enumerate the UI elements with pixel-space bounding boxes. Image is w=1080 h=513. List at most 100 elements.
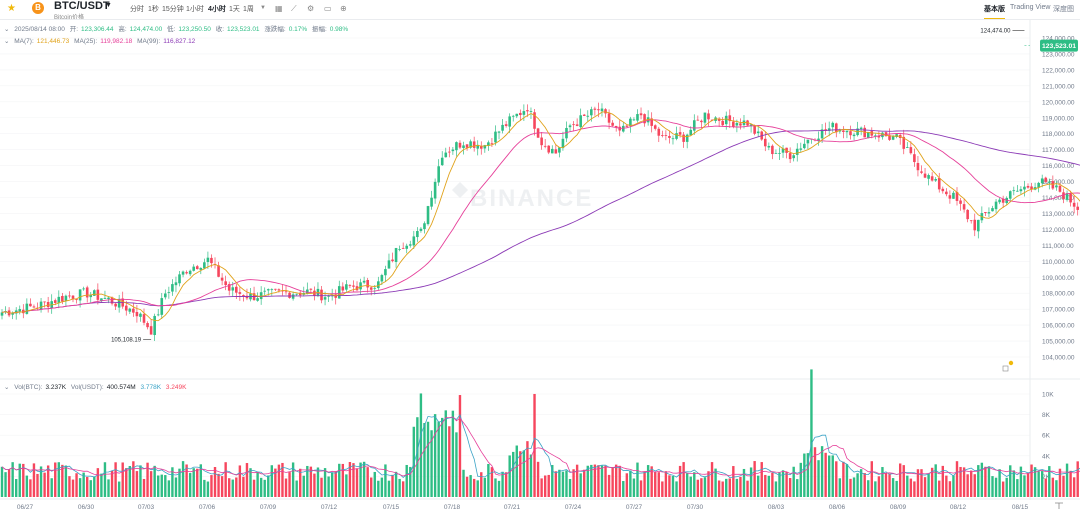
candle-body [586, 115, 590, 117]
candle-body [117, 298, 121, 308]
candle-body [966, 209, 969, 220]
volume-bars [0, 369, 1079, 497]
volume-bar [977, 465, 980, 497]
candle-body [888, 135, 891, 140]
volume-bar [693, 472, 696, 497]
ma-info-line: ⌄ MA(7): 121,446.73 MA(25): 119,982.18 MA(… [4, 37, 198, 45]
volume-bar [650, 466, 653, 497]
candle-body [490, 143, 494, 145]
symbol-subtitle[interactable]: Bitcoin价格 [54, 15, 85, 21]
price-tick-label: 106,000.00 [1042, 323, 1075, 330]
volume-bar [938, 480, 941, 497]
volume-bar [465, 476, 469, 497]
symbol-title[interactable]: BTC/USDT [54, 0, 110, 12]
volume-bar [817, 460, 820, 497]
volume-bar [444, 410, 447, 497]
date-tick-label: 07/27 [626, 504, 643, 511]
candle-body [1012, 190, 1016, 192]
tab-timeframe-15m[interactable]: 15分钟 [162, 6, 184, 13]
candle-body [916, 162, 920, 171]
tab-tradingview[interactable]: Trading View [1010, 4, 1051, 11]
volume-bar [1069, 470, 1072, 497]
tab-basic[interactable]: 基本版 [984, 6, 1005, 19]
indicator-icon[interactable]: ▦ [275, 4, 283, 13]
vol-collapse-chevron-icon[interactable]: ⌄ [4, 384, 10, 391]
candle-body [494, 131, 497, 143]
candle-body [629, 118, 632, 127]
candle-body [75, 299, 78, 301]
volume-bar [387, 480, 391, 497]
volume-ma10-line [1, 416, 1080, 477]
tab-timeframe-4h[interactable]: 4小时 [208, 6, 226, 13]
volume-bar [401, 481, 405, 497]
volume-bar [764, 474, 767, 497]
volume-bar [700, 478, 703, 497]
volume-bar [377, 480, 380, 497]
volume-bar [831, 455, 834, 497]
candle-body [437, 166, 440, 183]
timeframe-more-chevron-icon[interactable]: ▼ [260, 5, 266, 11]
amplitude-value: 0.98% [329, 26, 349, 33]
vol-btc-value: 3.237K [45, 384, 67, 391]
volume-bar [1026, 472, 1030, 497]
ma25-line [1, 119, 1080, 314]
volume-bar [295, 480, 298, 497]
candle-body [355, 286, 359, 291]
drawing-icon[interactable]: ⟋ [291, 4, 297, 13]
volume-bar [551, 464, 554, 497]
candle-body [199, 267, 203, 270]
candle-body [671, 138, 675, 140]
candle-body [519, 112, 522, 116]
ma7-label: MA(7): [14, 38, 34, 45]
candle-body [937, 177, 941, 190]
vol-ma5-value: 3.778K [140, 384, 162, 391]
fullscreen-icon[interactable]: ▭ [324, 4, 332, 13]
tab-timeframe-1s[interactable]: 1秒 [148, 6, 159, 13]
candle-body [1076, 206, 1080, 210]
candle-body [682, 134, 685, 142]
candle-body [210, 257, 213, 264]
candle-body [866, 132, 870, 139]
volume-bar [1019, 466, 1023, 497]
volume-bar [423, 423, 426, 497]
candle-body [561, 138, 565, 149]
candle-body [600, 108, 604, 112]
volume-bar [405, 464, 408, 497]
tab-depth[interactable]: 深度图 [1053, 6, 1074, 13]
candle-body [1065, 193, 1069, 200]
tab-timeframe-1d[interactable]: 1天 [229, 6, 240, 13]
ma-collapse-chevron-icon[interactable]: ⌄ [4, 38, 10, 45]
volume-bar [543, 475, 547, 497]
favorite-star-icon[interactable]: ★ [7, 3, 16, 14]
layout-icon[interactable]: ⊕ [340, 4, 347, 13]
candle-body [891, 136, 895, 140]
volume-bar [370, 477, 373, 497]
candle-body [1026, 185, 1030, 188]
volume-tick-label: 8K [1042, 412, 1051, 419]
tab-timeframe-line[interactable]: 分时 [130, 6, 144, 13]
volume-bar [980, 462, 984, 497]
price-tick-label: 110,000.00 [1042, 259, 1074, 266]
date-tick-label: 08/12 [950, 504, 967, 511]
candle-body [178, 274, 181, 284]
candle-body [149, 326, 153, 335]
ohlc-collapse-chevron-icon[interactable]: ⌄ [4, 26, 10, 33]
volume-bar [483, 477, 487, 497]
candle-body [987, 212, 991, 214]
symbol-dropdown-chevron-icon[interactable]: ▼ [105, 2, 112, 9]
volume-bar [689, 476, 692, 497]
open-value: 123,306.44 [81, 26, 114, 33]
volume-bar [728, 478, 731, 497]
volume-info-line: ⌄ Vol(BTC): 3.237K Vol(USDT): 400.574M 3.7… [4, 383, 190, 391]
tab-timeframe-1h[interactable]: 1小时 [186, 6, 204, 13]
volume-bar [934, 464, 937, 497]
tab-timeframe-1w[interactable]: 1周 [243, 6, 254, 13]
volume-bar [746, 480, 749, 497]
candle-body [692, 120, 696, 131]
candle-body [991, 208, 994, 212]
volume-bar [856, 473, 859, 497]
candle-body [831, 122, 835, 128]
settings-icon[interactable]: ⚙ [307, 4, 315, 13]
volume-bar [455, 432, 458, 497]
